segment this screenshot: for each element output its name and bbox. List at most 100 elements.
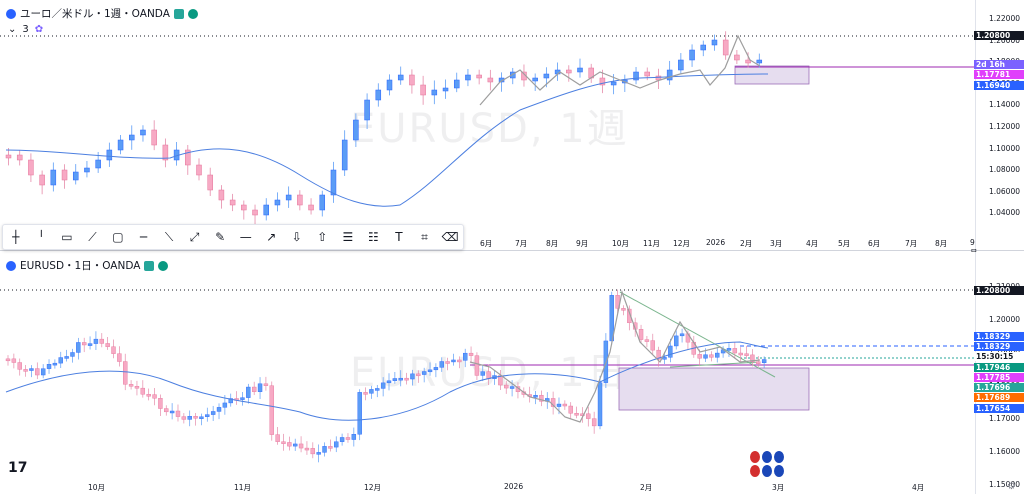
weekly-price-scale[interactable]: 1.220001.200001.180001.160001.140001.120… bbox=[974, 0, 1024, 250]
candle bbox=[76, 342, 81, 353]
candle bbox=[181, 416, 187, 420]
event-flags-row-2[interactable] bbox=[750, 465, 784, 477]
crosshair-icon[interactable]: ┼ bbox=[12, 230, 20, 244]
candle bbox=[222, 402, 228, 408]
candle bbox=[427, 369, 433, 373]
weekly-candles-canvas[interactable] bbox=[0, 0, 976, 236]
arrow-up-icon[interactable]: ⇧ bbox=[317, 230, 328, 244]
tradingview-logo[interactable]: 17 bbox=[8, 460, 28, 476]
eraser-icon[interactable]: ⌫ bbox=[441, 230, 459, 244]
candle bbox=[457, 359, 462, 363]
candle bbox=[134, 386, 140, 389]
candle bbox=[744, 353, 749, 356]
trend-line-lower bbox=[669, 361, 761, 368]
eu-flag-icon[interactable] bbox=[774, 451, 784, 463]
daily-chart-pane[interactable]: EURUSD・1日・OANDA EURUSD, 1日 1.210001.2000… bbox=[0, 252, 1024, 494]
brush-icon[interactable]: ✎ bbox=[215, 230, 226, 244]
daily-price-scale[interactable]: 1.210001.200001.190001.180001.170001.160… bbox=[974, 252, 1024, 494]
candle bbox=[46, 364, 52, 369]
candle bbox=[216, 407, 222, 412]
moving-average-line bbox=[5, 73, 769, 207]
measure-icon[interactable]: ⌗ bbox=[421, 229, 428, 244]
parallel-channel-icon[interactable]: ☷ bbox=[368, 230, 379, 244]
weekly-time-axis[interactable]: 6月7月8月9月10月11月12月20262月3月4月5月6月7月8月9月 bbox=[0, 236, 978, 257]
candle bbox=[650, 340, 655, 351]
horizontal-ray-icon[interactable]: — bbox=[239, 230, 252, 244]
time-label: 5月 bbox=[838, 239, 851, 248]
drawing-toolbar[interactable]: ┼ ╵ ▭ ⟋ ▢ ─ ⟍ ⤢ ✎ — ↗ ⇩ ⇧ ☰ ☷ T ⌗ ⌫ bbox=[2, 224, 464, 250]
candle bbox=[421, 371, 427, 375]
time-label: 7月 bbox=[905, 239, 918, 248]
candle bbox=[11, 358, 17, 363]
moving-average-line bbox=[5, 341, 769, 421]
price-tag: 1.17654 bbox=[974, 404, 1024, 413]
candle bbox=[703, 354, 708, 359]
price-tick: 1.08000 bbox=[988, 165, 1020, 175]
candle bbox=[750, 354, 755, 362]
candle bbox=[95, 159, 101, 169]
candle bbox=[251, 386, 257, 392]
extended-line-icon[interactable]: ↗ bbox=[266, 230, 277, 244]
candle bbox=[597, 382, 603, 427]
weekly-chart-legend[interactable]: ユーロ／米ドル・1週・OANDA bbox=[6, 6, 198, 21]
candle bbox=[532, 77, 538, 82]
rectangle-note-icon[interactable]: ▭ bbox=[61, 230, 73, 244]
candle bbox=[84, 167, 90, 173]
candle bbox=[297, 194, 303, 206]
horizontal-line-icon[interactable]: ─ bbox=[139, 230, 148, 244]
eu-flag-icon[interactable] bbox=[774, 465, 784, 477]
event-flags-row-1[interactable] bbox=[750, 451, 784, 463]
us-flag-icon[interactable] bbox=[750, 451, 760, 463]
candle bbox=[52, 362, 58, 366]
weekly-chart-pane[interactable]: ユーロ／米ドル・1週・OANDA ⌄ 3 ✿ EURUSD, 1週 1.2200… bbox=[0, 0, 1024, 257]
candle bbox=[23, 369, 28, 372]
indicators-row[interactable]: ⌄ 3 ✿ bbox=[8, 24, 43, 35]
price-tag: 1.17781 bbox=[974, 70, 1024, 79]
gear-icon[interactable]: ⚙ bbox=[1007, 481, 1016, 492]
candle bbox=[274, 199, 281, 206]
candle bbox=[761, 359, 767, 364]
candle bbox=[700, 44, 707, 51]
arrow-down-icon[interactable]: ⇩ bbox=[291, 230, 302, 244]
daily-chart-legend[interactable]: EURUSD・1日・OANDA bbox=[6, 258, 169, 273]
candle bbox=[298, 443, 304, 449]
market-status-icon bbox=[144, 260, 155, 271]
vertical-line-icon[interactable]: ╵ bbox=[37, 230, 45, 244]
candle bbox=[586, 413, 591, 419]
candle bbox=[580, 413, 585, 416]
candle bbox=[40, 368, 46, 376]
symbol-icon bbox=[6, 8, 16, 19]
candle bbox=[662, 357, 667, 360]
daily-time-axis[interactable]: 10月 11月 12月 2026 2月 3月 4月 bbox=[0, 480, 976, 494]
ray-icon[interactable]: ⤢ bbox=[189, 229, 200, 244]
data-status-icon bbox=[158, 260, 169, 271]
candle bbox=[105, 343, 110, 347]
candle bbox=[72, 171, 79, 181]
weekly-watermark: EURUSD, 1週 bbox=[350, 106, 629, 152]
candle bbox=[533, 394, 538, 398]
text-icon[interactable]: T bbox=[395, 230, 403, 244]
candle bbox=[543, 73, 550, 79]
weekly-symbol-title[interactable]: ユーロ／米ドル・1週・OANDA bbox=[20, 8, 170, 20]
us-flag-icon[interactable] bbox=[750, 465, 760, 477]
eu-flag-icon[interactable] bbox=[762, 451, 772, 463]
candle bbox=[369, 389, 374, 394]
time-label: 4月 bbox=[912, 483, 925, 492]
daily-candles-canvas[interactable] bbox=[0, 252, 976, 480]
chevron-down-icon[interactable]: ⌄ bbox=[8, 24, 17, 35]
trend-line-icon[interactable]: ⟍ bbox=[164, 229, 174, 244]
rectangle-icon[interactable]: ▢ bbox=[112, 230, 124, 244]
candle bbox=[70, 352, 75, 357]
candle bbox=[709, 354, 714, 358]
fib-retracement-icon[interactable]: ☰ bbox=[342, 230, 354, 244]
indicator-settings-icon[interactable]: ✿ bbox=[34, 24, 44, 35]
candle bbox=[285, 194, 292, 201]
candle bbox=[364, 99, 370, 121]
daily-symbol-title[interactable]: EURUSD・1日・OANDA bbox=[20, 260, 141, 272]
candle bbox=[123, 361, 128, 385]
candle bbox=[442, 87, 449, 92]
time-label: 8月 bbox=[935, 239, 948, 248]
path-icon[interactable]: ⟋ bbox=[88, 229, 97, 244]
eu-flag-icon[interactable] bbox=[762, 465, 772, 477]
price-tick: 1.16000 bbox=[988, 447, 1020, 456]
